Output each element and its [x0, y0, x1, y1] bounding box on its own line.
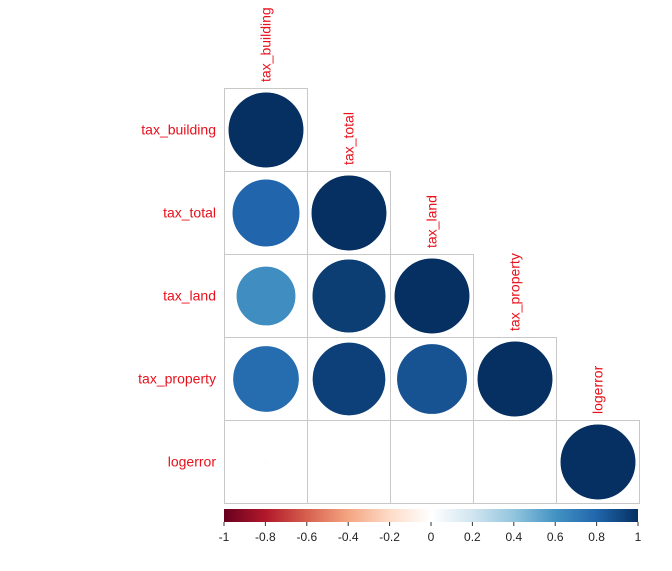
legend-tick-label: 0.4 [505, 530, 522, 544]
matrix-cell [473, 420, 557, 504]
column-label: logerror [590, 365, 606, 414]
legend-tick-label: 0.6 [547, 530, 564, 544]
correlation-circle [396, 343, 468, 415]
correlation-circle [310, 174, 388, 252]
column-label: tax_total [341, 112, 357, 165]
color-legend: -1 -0.8 -0.6 -0.4 -0.2 0 0.2 0.4 0.6 0.8 1 [219, 509, 642, 544]
column-label: tax_building [258, 7, 274, 82]
correlation-circle [311, 258, 387, 334]
row-label: tax_property [138, 371, 216, 387]
correlation-circle [227, 91, 305, 169]
correlation-circle [476, 340, 554, 418]
column-label: tax_property [507, 253, 523, 331]
row-label: tax_building [141, 122, 216, 138]
correlation-circle [231, 178, 301, 248]
correlation-circle [431, 461, 433, 463]
legend-tick-label: 0.8 [588, 530, 605, 544]
color-legend-ticks: -1 -0.8 -0.6 -0.4 -0.2 0 0.2 0.4 0.6 0.8 1 [219, 522, 642, 544]
legend-tick-label: -0.8 [255, 530, 276, 544]
correlation-circles [227, 91, 637, 501]
row-label: logerror [168, 454, 217, 470]
color-legend-bar [224, 509, 638, 522]
legend-tick-label: -1 [219, 530, 230, 544]
row-label: tax_land [163, 288, 216, 304]
correlation-circle [559, 423, 637, 501]
row-labels: tax_building tax_total tax_land tax_propert… [138, 122, 216, 470]
legend-tick-label: 0 [428, 530, 435, 544]
correlation-circle [393, 257, 471, 335]
column-label: tax_land [424, 195, 440, 248]
legend-tick-label: -0.4 [338, 530, 359, 544]
correlation-circle [235, 265, 297, 327]
legend-tick-label: -0.6 [296, 530, 317, 544]
correlation-circle [348, 461, 350, 463]
correlation-circle [312, 342, 386, 416]
column-labels: tax_building tax_total tax_land tax_propert… [258, 7, 606, 414]
correlation-circle [514, 461, 516, 463]
correlation-circle [261, 457, 271, 467]
legend-tick-label: 1 [635, 530, 642, 544]
legend-tick-label: 0.2 [464, 530, 481, 544]
correlation-circle [232, 345, 300, 413]
legend-tick-label: -0.2 [379, 530, 400, 544]
row-label: tax_total [163, 205, 216, 221]
